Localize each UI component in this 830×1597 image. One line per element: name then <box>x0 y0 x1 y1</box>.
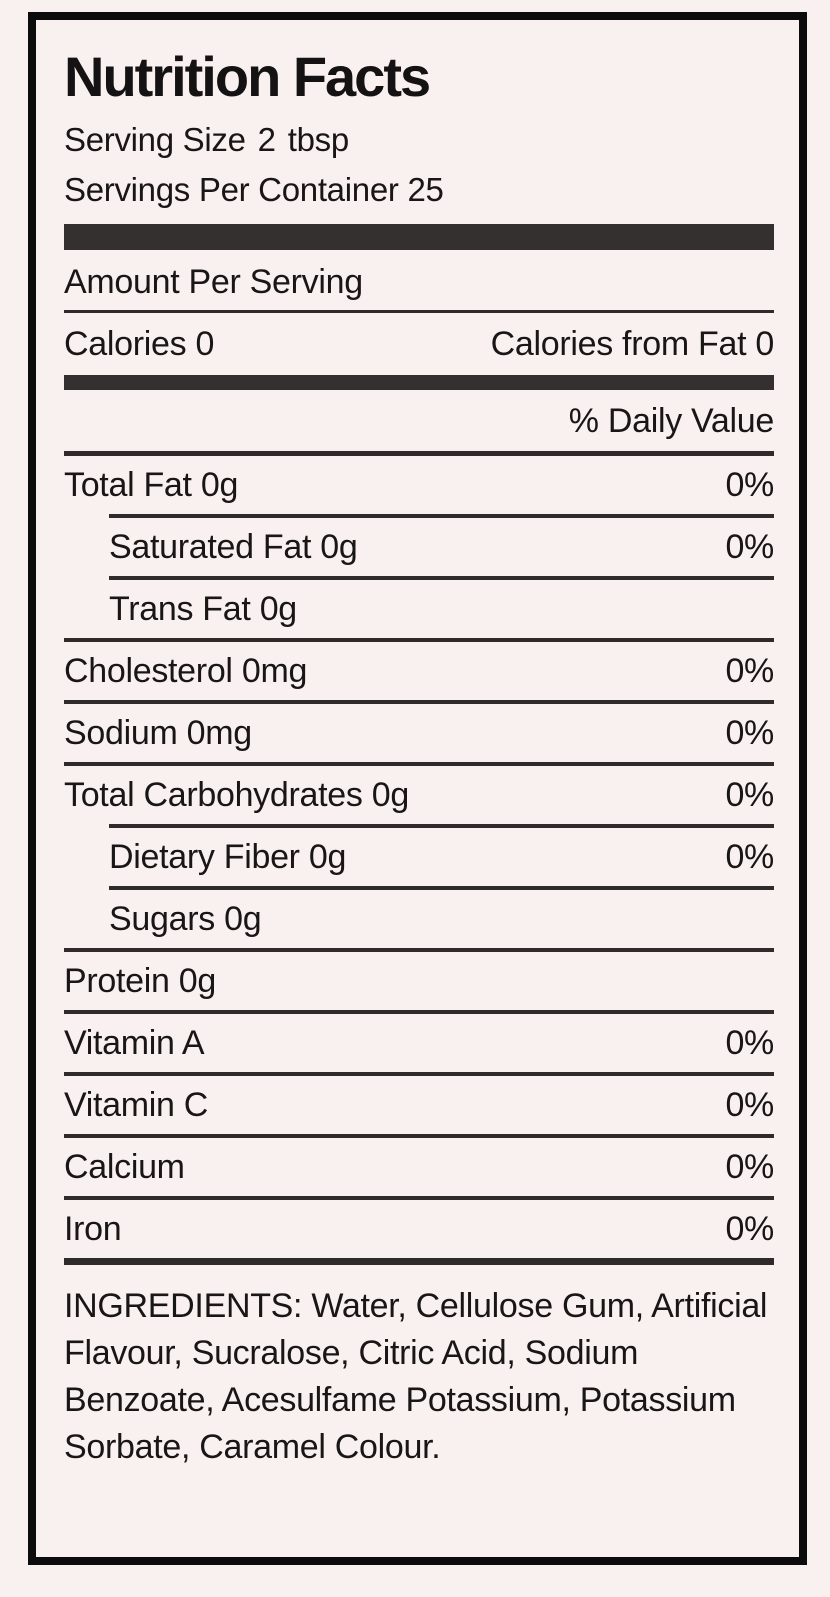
divider <box>64 699 774 704</box>
divider <box>64 1133 774 1138</box>
nutrient-name: Total Fat 0g <box>64 465 239 504</box>
nutrient-row-trans-fat: Trans Fat 0g <box>64 580 774 638</box>
divider <box>64 761 774 766</box>
calories-from-fat-label: Calories from Fat <box>490 324 747 363</box>
nutrient-dv: 0% <box>725 837 774 876</box>
divider <box>64 947 774 952</box>
nutrient-row-calcium: Calcium 0% <box>64 1138 774 1196</box>
nutrient-name: Iron <box>64 1209 122 1248</box>
nutrient-name: Vitamin C <box>64 1085 209 1124</box>
nutrient-row-vitamin-c: Vitamin C 0% <box>64 1076 774 1134</box>
serving-size-label: Serving Size <box>64 120 246 158</box>
nutrient-row-total-carbohydrates: Total Carbohydrates 0g 0% <box>64 766 774 824</box>
nutrient-name: Saturated Fat 0g <box>109 527 358 566</box>
serving-size-line: Serving Size 2 tbsp <box>64 120 774 160</box>
divider <box>64 1195 774 1200</box>
divider <box>64 1009 774 1014</box>
nutrient-name: Protein 0g <box>64 961 217 1000</box>
ingredients-text: INGREDIENTS: Water, Cellulose Gum, Artif… <box>64 1286 768 1466</box>
daily-value-header: % Daily Value <box>568 401 775 440</box>
nutrient-name: Sodium 0mg <box>64 713 252 752</box>
nutrient-name: Vitamin A <box>64 1023 205 1062</box>
divider <box>64 450 774 456</box>
nutrient-row-sugars: Sugars 0g <box>64 890 774 948</box>
divider <box>64 1071 774 1076</box>
nutrient-name: Total Carbohydrates 0g <box>64 775 409 814</box>
nutrient-row-iron: Iron 0% <box>64 1200 774 1258</box>
nutrient-row-vitamin-a: Vitamin A 0% <box>64 1014 774 1072</box>
nutrient-dv: 0% <box>725 651 774 690</box>
nutrient-row-protein: Protein 0g <box>64 952 774 1010</box>
calories-row: Calories 0 Calories from Fat 0 <box>64 313 774 375</box>
calories-label: Calories <box>64 324 187 363</box>
nutrient-row-saturated-fat: Saturated Fat 0g 0% <box>64 518 774 576</box>
nutrient-dv: 0% <box>725 527 774 566</box>
separator-bar-top <box>64 223 774 250</box>
servings-per-container-line: Servings Per Container 25 <box>64 170 774 210</box>
separator-bar-calories <box>64 374 774 390</box>
nutrient-row-sodium: Sodium 0mg 0% <box>64 704 774 762</box>
nutrient-row-dietary-fiber: Dietary Fiber 0g 0% <box>64 828 774 886</box>
nutrient-name: Sugars 0g <box>109 899 262 938</box>
calories-value: 0 <box>195 324 215 363</box>
servings-per-container-value: 25 <box>407 170 444 208</box>
nutrient-name: Calcium <box>64 1147 185 1186</box>
nutrient-dv: 0% <box>725 1085 774 1124</box>
divider <box>64 1257 774 1265</box>
amount-per-serving-heading: Amount Per Serving <box>64 262 363 301</box>
nutrient-dv: 0% <box>725 713 774 752</box>
nutrition-label: Nutrition Facts Serving Size 2 tbsp Servin… <box>28 12 807 1565</box>
nutrient-name: Trans Fat 0g <box>109 589 297 628</box>
nutrient-dv: 0% <box>725 1147 774 1186</box>
nutrient-name: Dietary Fiber 0g <box>109 837 347 876</box>
nutrient-name: Cholesterol 0mg <box>64 651 308 690</box>
nutrient-dv: 0% <box>725 465 774 504</box>
servings-per-container-label: Servings Per Container <box>64 170 399 208</box>
divider <box>109 513 774 518</box>
nutrient-dv: 0% <box>725 1023 774 1062</box>
nutrient-dv: 0% <box>725 775 774 814</box>
serving-size-value: 2 <box>257 120 276 158</box>
calories-from-fat-value: 0 <box>755 324 774 363</box>
nutrient-dv: 0% <box>725 1209 774 1248</box>
label-title: Nutrition Facts <box>64 45 431 108</box>
divider <box>109 823 774 828</box>
divider <box>64 637 774 642</box>
nutrient-row-total-fat: Total Fat 0g 0% <box>64 456 774 514</box>
calories-cell: Calories 0 <box>64 325 214 363</box>
nutrient-row-cholesterol: Cholesterol 0mg 0% <box>64 642 774 700</box>
divider <box>109 885 774 890</box>
calories-from-fat-cell: Calories from Fat 0 <box>490 324 775 363</box>
serving-size-unit: tbsp <box>287 120 349 158</box>
divider <box>109 575 774 580</box>
divider <box>64 309 774 313</box>
